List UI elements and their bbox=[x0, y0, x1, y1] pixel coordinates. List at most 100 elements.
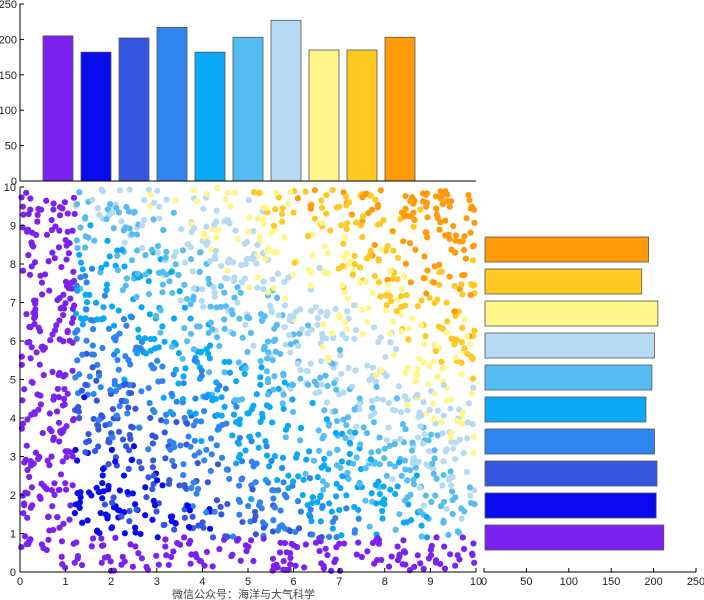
scatter-point bbox=[286, 332, 293, 339]
scatter-point bbox=[252, 513, 259, 520]
scatter-point bbox=[385, 281, 392, 288]
scatter-point bbox=[161, 429, 168, 436]
scatter-point bbox=[233, 378, 240, 385]
scatter-point bbox=[62, 371, 69, 379]
scatter-point bbox=[342, 335, 350, 342]
scatter-point bbox=[226, 475, 233, 482]
top-bar-6 bbox=[232, 36, 264, 182]
scatter-point bbox=[98, 264, 105, 272]
scatter-point bbox=[287, 528, 294, 535]
scatter-point bbox=[279, 205, 286, 212]
scatter-point bbox=[364, 318, 371, 326]
scatter-point bbox=[297, 424, 305, 431]
scatter-point bbox=[246, 434, 254, 441]
scatter-point bbox=[49, 249, 56, 256]
top-bar-8 bbox=[308, 49, 340, 182]
scatter-point bbox=[434, 432, 441, 439]
scatter-point bbox=[443, 397, 450, 404]
scatter-point bbox=[145, 474, 152, 481]
scatter-point bbox=[56, 438, 63, 445]
scatter-point bbox=[46, 425, 53, 433]
scatter-point bbox=[19, 267, 27, 274]
scatter-point bbox=[293, 454, 300, 461]
scatter-point bbox=[436, 226, 443, 233]
scatter-point bbox=[271, 325, 278, 332]
scatter-point bbox=[41, 271, 49, 278]
scatter-point bbox=[110, 334, 118, 342]
scatter-point bbox=[418, 297, 425, 304]
scatter-point bbox=[51, 491, 58, 499]
scatter-point bbox=[346, 428, 354, 435]
scatter-point bbox=[281, 234, 288, 241]
scatter-point bbox=[151, 502, 159, 509]
scatter-point bbox=[172, 197, 179, 204]
scatter-point bbox=[211, 508, 218, 515]
scatter-point bbox=[470, 433, 477, 440]
scatter-point bbox=[226, 220, 233, 227]
scatter-point bbox=[40, 371, 47, 379]
scatter-point bbox=[51, 255, 58, 262]
scatter-point bbox=[429, 400, 437, 407]
scatter-point bbox=[252, 531, 259, 538]
scatter-point bbox=[221, 358, 228, 366]
scatter-point bbox=[323, 399, 331, 406]
top-ytick-label: 150 bbox=[0, 70, 17, 82]
scatter-point bbox=[458, 359, 465, 367]
scatter-point bbox=[287, 341, 294, 348]
scatter-point bbox=[243, 238, 251, 246]
scatter-point bbox=[198, 372, 205, 380]
scatter-point bbox=[264, 391, 272, 398]
scatter-point bbox=[60, 311, 67, 319]
scatter-point bbox=[180, 373, 187, 380]
scatter-point bbox=[78, 387, 85, 394]
scatter-point bbox=[184, 420, 191, 427]
scatter-point bbox=[282, 434, 289, 441]
scatter-point bbox=[257, 381, 264, 388]
scatter-point bbox=[121, 263, 128, 270]
scatter-point bbox=[172, 366, 179, 373]
scatter-point bbox=[297, 508, 305, 515]
scatter-point bbox=[56, 317, 63, 324]
scatter-point bbox=[244, 410, 251, 417]
scatter-point bbox=[409, 439, 416, 446]
scatter-point bbox=[258, 364, 265, 371]
scatter-point bbox=[394, 254, 402, 261]
scatter-point bbox=[384, 242, 391, 250]
scatter-point bbox=[224, 466, 232, 473]
scatter-point bbox=[56, 204, 64, 211]
scatter-point bbox=[344, 219, 351, 227]
scatter-point bbox=[183, 295, 191, 303]
scatter-point bbox=[224, 500, 231, 508]
scatter-point bbox=[275, 312, 282, 319]
scatter-point bbox=[201, 562, 208, 569]
scatter-point bbox=[78, 562, 86, 569]
scatter-point bbox=[108, 446, 116, 453]
scatter-point bbox=[282, 426, 290, 433]
scatter-point bbox=[410, 481, 418, 488]
scatter-point bbox=[319, 343, 326, 351]
scatter-point bbox=[402, 205, 409, 212]
scatter-point bbox=[448, 488, 456, 495]
scatter-point bbox=[418, 533, 425, 540]
scatter-point bbox=[118, 513, 125, 520]
scatter-point bbox=[271, 504, 279, 511]
scatter-point bbox=[29, 379, 36, 386]
scatter-point bbox=[257, 357, 264, 365]
scatter-point bbox=[109, 499, 116, 506]
scatter-point bbox=[263, 443, 270, 450]
top-bar-2 bbox=[80, 51, 112, 182]
scatter-point bbox=[454, 417, 461, 425]
scatter-point bbox=[190, 479, 197, 486]
scatter-point bbox=[456, 238, 464, 245]
scatter-point bbox=[333, 462, 340, 469]
scatter-point bbox=[211, 253, 218, 260]
scatter-point bbox=[59, 458, 66, 465]
scatter-point bbox=[357, 222, 364, 229]
scatter-point bbox=[142, 350, 150, 357]
scatter-point bbox=[273, 189, 280, 196]
scatter-point bbox=[351, 252, 358, 260]
scatter-point bbox=[339, 331, 346, 338]
scatter-point bbox=[141, 335, 149, 342]
scatter-point bbox=[192, 395, 199, 402]
scatter-point bbox=[113, 412, 120, 419]
